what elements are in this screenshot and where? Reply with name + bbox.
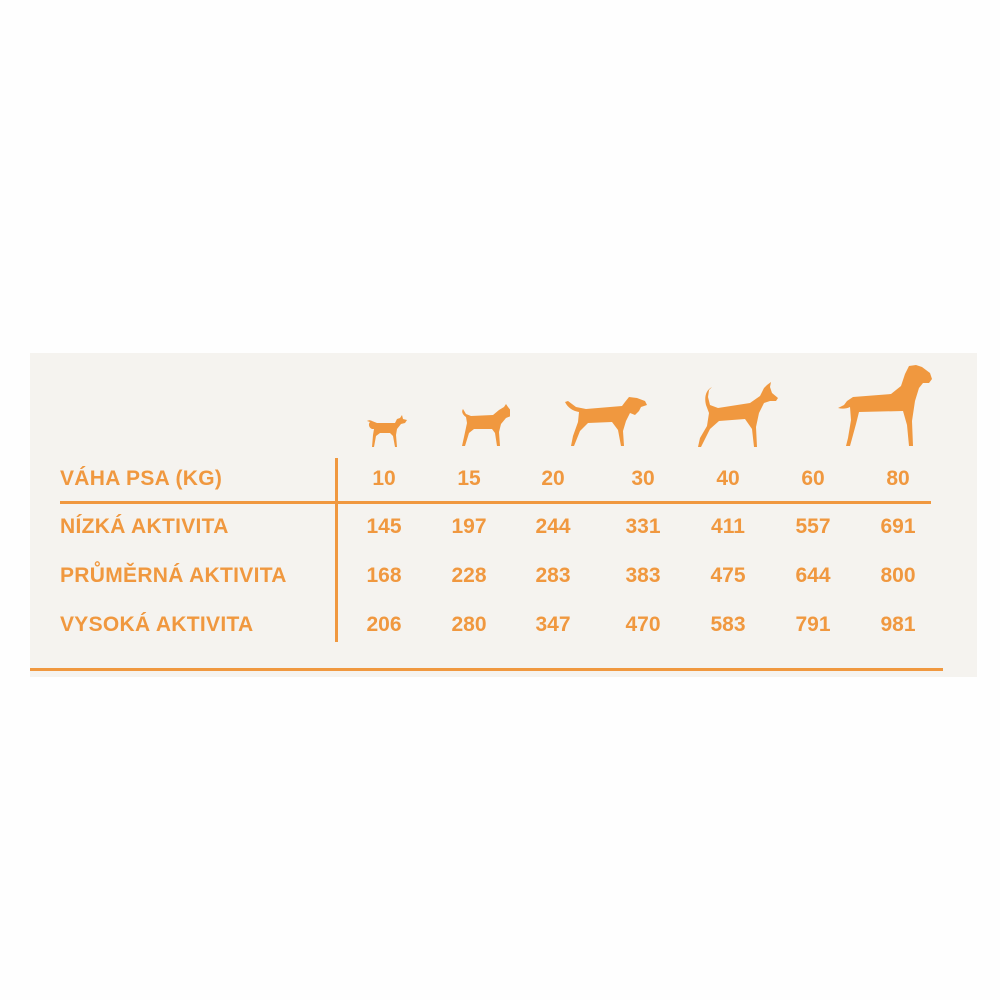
boxer-icon — [462, 404, 510, 446]
value-cell: 981 — [880, 613, 916, 636]
great-dane-icon — [838, 365, 932, 446]
weight-cell: 30 — [631, 467, 655, 490]
weight-cell: 15 — [457, 467, 481, 490]
value-cell: 280 — [451, 613, 487, 636]
header-divider — [60, 501, 931, 504]
value-cell: 583 — [710, 613, 746, 636]
value-cell: 383 — [625, 564, 661, 587]
row-label: VYSOKÁ AKTIVITA — [60, 613, 254, 636]
value-cell: 283 — [535, 564, 571, 587]
header-label: VÁHA PSA (KG) — [60, 467, 223, 490]
weight-cell: 40 — [716, 467, 740, 490]
row-label: NÍZKÁ AKTIVITA — [60, 515, 229, 538]
weight-cell: 60 — [801, 467, 825, 490]
value-cell: 197 — [451, 515, 487, 538]
value-cell: 145 — [366, 515, 402, 538]
value-cell: 331 — [625, 515, 661, 538]
value-cell: 244 — [535, 515, 571, 538]
value-cell: 411 — [711, 515, 745, 538]
value-cell: 347 — [535, 613, 571, 636]
feeding-table-panel — [30, 353, 977, 677]
row-label: PRŮMĚRNÁ AKTIVITA — [60, 564, 287, 587]
weight-cell: 80 — [886, 467, 910, 490]
value-cell: 644 — [795, 564, 831, 587]
value-cell: 791 — [795, 613, 831, 636]
value-cell: 470 — [625, 613, 661, 636]
value-cell: 168 — [366, 564, 402, 587]
weight-cell: 20 — [541, 467, 565, 490]
value-cell: 691 — [880, 515, 916, 538]
hound-icon — [565, 397, 647, 446]
value-cell: 475 — [710, 564, 746, 587]
column-divider — [335, 458, 338, 642]
value-cell: 228 — [451, 564, 487, 587]
value-cell: 206 — [366, 613, 402, 636]
value-cell: 557 — [795, 515, 831, 538]
weight-cell: 10 — [372, 467, 396, 490]
doberman-icon — [698, 382, 778, 447]
value-cell: 800 — [880, 564, 916, 587]
bottom-rule — [30, 668, 943, 671]
chihuahua-icon — [367, 415, 407, 447]
